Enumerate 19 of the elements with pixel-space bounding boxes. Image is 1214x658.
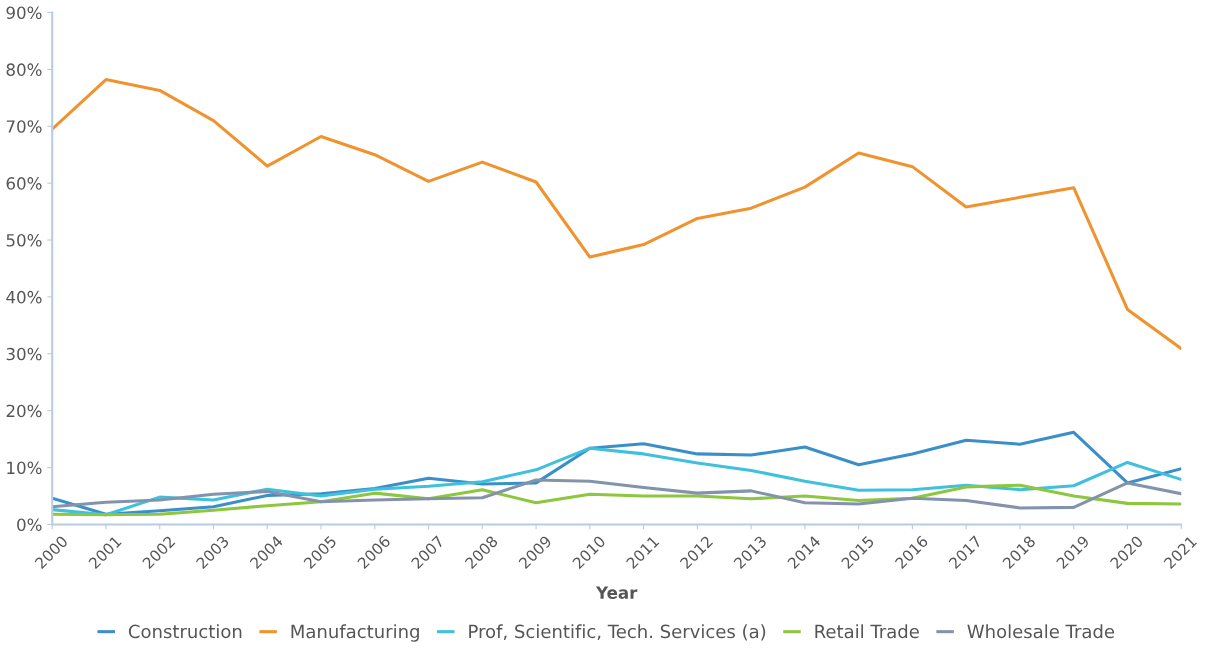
y-tick-label: 10% [7, 461, 42, 475]
legend-label: Prof, Scientific, Tech. Services (a) [469, 624, 766, 641]
y-tick-label: 20% [6, 404, 42, 418]
x-axis-title: Year [595, 586, 638, 599]
legend-label: Manufacturing [291, 624, 419, 642]
legend-label: Retail Trade [815, 624, 919, 639]
legend-label: Construction [128, 624, 242, 639]
legend-label: Wholesale Trade [967, 624, 1115, 639]
y-tick-label: 40% [6, 290, 42, 304]
y-tick-label: 0% [17, 518, 42, 531]
y-tick-label: 50% [6, 233, 42, 247]
y-tick-label: 90% [6, 6, 42, 20]
y-tick-label: 30% [6, 347, 42, 361]
y-tick-label: 80% [6, 63, 42, 76]
line-series [52, 483, 1182, 517]
line-series [52, 78, 1182, 351]
line-series [52, 478, 1182, 510]
y-tick-label: 60% [6, 177, 42, 190]
y-tick-label: 70% [6, 120, 42, 133]
